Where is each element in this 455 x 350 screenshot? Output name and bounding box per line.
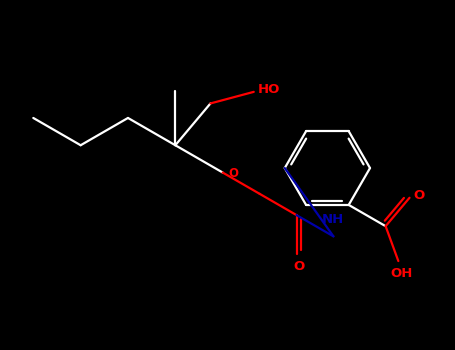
Text: O: O — [294, 260, 305, 273]
Text: OH: OH — [390, 267, 413, 280]
Text: NH: NH — [321, 214, 344, 226]
Text: O: O — [228, 167, 238, 180]
Text: HO: HO — [258, 83, 280, 96]
Text: O: O — [414, 189, 425, 202]
